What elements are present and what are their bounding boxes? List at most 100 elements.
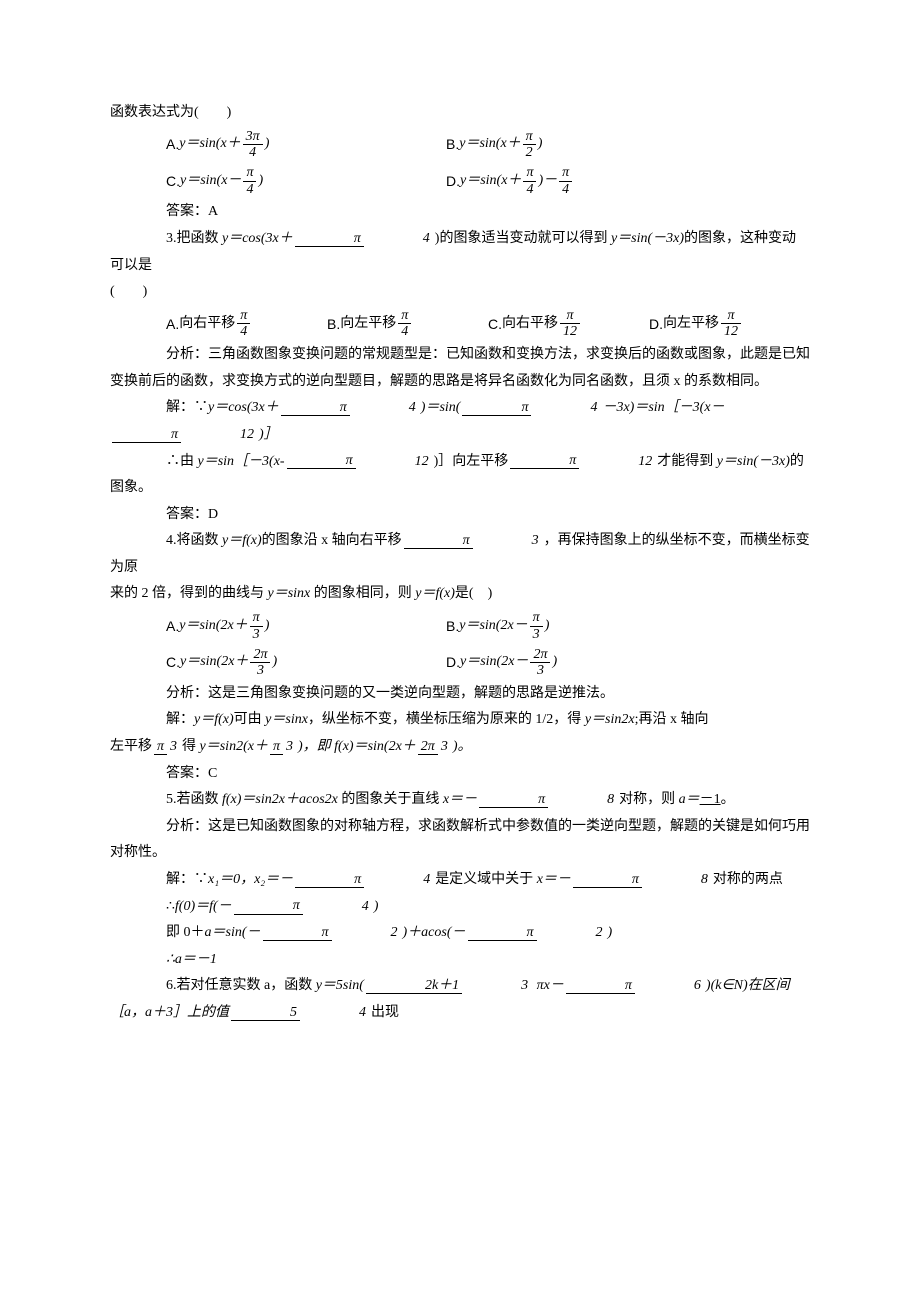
frac-num: 3π (243, 129, 263, 145)
text: 6.若对任意实数 a，函数 (166, 978, 316, 993)
frac-den: 4 (398, 324, 411, 339)
q4-opt-d: D.y＝sin(2x－2π3) (446, 644, 557, 680)
frac-num: π (295, 872, 364, 888)
q4-opt-a: A.y＝sin(2x＋π3) (166, 608, 446, 644)
frac-den: 3 (530, 627, 543, 642)
expr: )］ (259, 427, 278, 442)
expr: y＝f(x) (222, 533, 262, 548)
text: 解：∵ (166, 872, 208, 887)
text: 得 (182, 739, 200, 754)
frac-num: π (510, 453, 579, 469)
frac-num: π (281, 400, 350, 416)
expr: ) (545, 613, 550, 640)
frac-num: π (270, 739, 283, 755)
frac-num: π (263, 925, 332, 941)
q2-answer: 答案：A (110, 199, 810, 226)
expr: ) (538, 131, 543, 158)
text: ;再沿 x 轴向 (635, 712, 709, 727)
frac-den: 12 (721, 324, 741, 339)
text: ∴ (166, 899, 175, 914)
frac-den: 12 (356, 454, 432, 469)
expr: y＝sin(x＋ (460, 168, 521, 195)
frac-den: 3 (438, 739, 451, 754)
q3-analysis: 分析：三角函数图象变换问题的常规题型是：已知函数和变换方法，求变换后的函数或图象… (110, 342, 810, 395)
frac-den: 2 (523, 145, 536, 160)
expr: y＝cos(3x＋ (208, 400, 279, 415)
opt-label: D. (446, 649, 460, 676)
frac-num: 5 (231, 1005, 300, 1021)
text: 向左平移 (663, 311, 719, 338)
frac-num: π (234, 898, 303, 914)
frac-den: 4 (243, 145, 263, 160)
q4-opt-c: C.y＝sin(2x＋2π3) (166, 644, 446, 680)
text: 出现 (371, 1005, 399, 1020)
frac-num: 2k＋1 (366, 978, 462, 994)
q5-stem: 5.若函数 f(x)＝sin2x＋acos2x 的图象关于直线 x＝－π8对称，… (110, 787, 810, 814)
frac-num: π (154, 739, 167, 755)
frac-den: 3 (250, 663, 270, 678)
frac-den: 4 (531, 400, 600, 415)
expr: x＝－ (443, 792, 477, 807)
expr: ) (265, 131, 270, 158)
q3-opt-d: D.向左平移π12 (649, 306, 810, 342)
expr: x₁＝0，x₂＝－ (208, 872, 293, 887)
frac-num: π (560, 308, 580, 324)
expr: y＝sin(x－ (180, 168, 241, 195)
q5-sol1: 解：∵x₁＝0，x₂＝－π4是定义域中关于 x＝－π8对称的两点 (110, 867, 810, 894)
expr: y＝sin［－3(x- (198, 454, 285, 469)
q2-stem: 函数表达式为( ) (110, 100, 810, 127)
q3-opt-a: A.向右平移π4 (166, 306, 327, 342)
frac-den: 3 (283, 739, 296, 754)
q5-sol3: 即 0＋a＝sin(－π2)＋acos(－π2) (110, 920, 810, 947)
opt-label: B. (446, 131, 459, 158)
frac-den: 8 (642, 872, 711, 887)
q4-sol1: 解：y＝f(x)可由 y＝sinx，纵坐标不变，横坐标压缩为原来的 1/2，得 … (110, 707, 810, 734)
expr: y＝sin(2x－ (460, 649, 528, 676)
frac-den: 3 (250, 627, 263, 642)
frac-den: 3 (530, 663, 550, 678)
expr: ) (258, 168, 263, 195)
frac-den: 12 (181, 427, 257, 442)
text: 3.把函数 (166, 231, 222, 246)
text: ，纵坐标不变，横坐标压缩为原来的 1/2，得 (308, 712, 585, 727)
q2-options: A. y＝sin(x＋ 3π4 ) B. y＝sin(x＋ π2 ) C. y＝… (110, 127, 810, 200)
frac-num: π (250, 610, 263, 626)
frac-den: 4 (237, 324, 250, 339)
expr: x＝－ (537, 872, 571, 887)
text: 是( ) (455, 586, 492, 601)
expr: ) (265, 613, 270, 640)
frac-den: 3 (473, 533, 542, 548)
opt-label: C. (166, 168, 180, 195)
expr: )＋acos(－ (403, 925, 466, 940)
expr: f(x)＝sin2x＋acos2x (222, 792, 338, 807)
frac-den: 4 (303, 899, 372, 914)
expr: y＝f(x) (415, 586, 455, 601)
expr: y＝sin(－3x) (717, 454, 790, 469)
opt-label: A. (166, 311, 179, 338)
frac-num: π (573, 872, 642, 888)
expr: y＝sin(2x＋ (180, 649, 248, 676)
text: 的图象沿 x 轴向右平移 (262, 533, 402, 548)
frac-num: π (237, 308, 250, 324)
q4-stem1: 4.将函数 y＝f(x)的图象沿 x 轴向右平移π3，再保持图象上的纵坐标不变，… (110, 528, 810, 581)
opt-label: A. (166, 613, 179, 640)
text: 解：∵ (166, 400, 208, 415)
expr: )，即 (298, 739, 334, 754)
frac-den: 4 (364, 231, 433, 246)
q3-opt-b: B.向左平移π4 (327, 306, 488, 342)
text: 来的 2 倍，得到的曲线与 (110, 586, 268, 601)
frac-den: 4 (364, 872, 433, 887)
text: 是定义域中关于 (435, 872, 537, 887)
opt-label: D. (649, 311, 663, 338)
frac-num: 2π (530, 647, 550, 663)
frac-num: π (530, 610, 543, 626)
text: 4.将函数 (166, 533, 222, 548)
expr: y＝cos(3x＋ (222, 231, 293, 246)
frac-num: π (287, 453, 356, 469)
frac-num: π (295, 231, 364, 247)
expr: )＝sin( (421, 400, 461, 415)
text: 对称，则 (619, 792, 679, 807)
frac-num: π (398, 308, 411, 324)
frac-den: 4 (300, 1005, 369, 1020)
expr: y＝5sin( (316, 978, 364, 993)
